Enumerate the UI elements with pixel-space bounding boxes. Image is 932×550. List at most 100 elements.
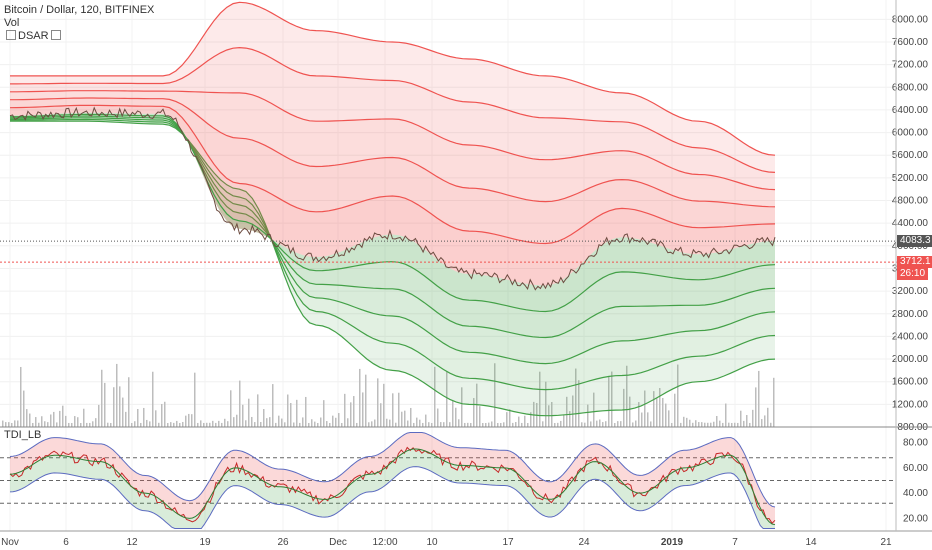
volume-bar [740, 410, 742, 427]
price-tick-label: 2000.00 [892, 354, 929, 365]
time-tick-label: 19 [199, 537, 211, 548]
volume-bar [620, 421, 622, 427]
volume-bar [278, 415, 280, 427]
volume-bar [512, 422, 514, 427]
volume-bar [509, 409, 511, 427]
volume-bar [65, 415, 67, 427]
main-legend: Bitcoin / Dollar, 120, BITFINEX Vol DSAR [4, 4, 154, 43]
volume-bar [731, 422, 733, 427]
volume-bar [728, 422, 730, 427]
tdi-upper-fill [10, 432, 775, 525]
volume-bar [674, 393, 676, 427]
volume-bar [143, 407, 145, 427]
volume-bar [293, 422, 295, 427]
volume-bar [500, 422, 502, 427]
lower-band-fill [10, 116, 775, 364]
volume-bar [611, 371, 613, 427]
main-grid [0, 0, 896, 531]
volume-bar [725, 403, 727, 427]
volume-bar [92, 421, 94, 427]
lower-band-fill [10, 112, 775, 312]
volume-bar [683, 416, 685, 427]
price-tick-label: 2800.00 [892, 309, 929, 320]
volume-bar [581, 422, 583, 427]
volume-bar [158, 422, 160, 427]
dsar-label-row[interactable]: DSAR [4, 30, 154, 43]
volume-bar [266, 418, 268, 427]
price-tick-label: 7600.00 [892, 37, 929, 48]
volume-bar [734, 422, 736, 427]
volume-bar [383, 383, 385, 427]
volume-bar [695, 420, 697, 427]
volume-bar [170, 422, 172, 427]
price-tick-label: 6800.00 [892, 82, 929, 93]
volume-bar [590, 421, 592, 427]
volume-bar [95, 418, 97, 427]
dsar-bands [9, 1, 776, 417]
tdi-signal-line [9, 448, 776, 526]
volume-bar [23, 390, 25, 427]
volume-bar [14, 420, 16, 427]
volume-bar [101, 369, 103, 427]
volume-bar [233, 417, 235, 427]
volume-bar [737, 422, 739, 427]
time-tick-label: 26 [277, 537, 289, 548]
volume-bar [764, 415, 766, 427]
volume-bar [11, 422, 13, 427]
volume-bar [422, 422, 424, 427]
volume-bar [605, 421, 607, 427]
settings-icon[interactable] [50, 30, 61, 40]
volume-bar [374, 419, 376, 427]
volume-bar [221, 422, 223, 427]
volume-bar [410, 407, 412, 427]
volume-bar [554, 422, 556, 427]
volume-bar [539, 371, 541, 427]
volume-bar [206, 422, 208, 427]
price-tick-label: 3200.00 [892, 286, 929, 297]
volume-bar [332, 415, 334, 427]
volume-bar [647, 412, 649, 427]
volume-bar [719, 420, 721, 427]
volume-bar [773, 377, 775, 427]
volume-bar [179, 422, 181, 427]
volume-bar [86, 422, 88, 427]
volume-bar [563, 415, 565, 427]
volume-bar [524, 415, 526, 427]
volume-bar [209, 422, 211, 427]
volume-label: Vol [4, 17, 20, 29]
volume-bar [440, 422, 442, 427]
volume-bar [116, 363, 118, 427]
volume-bar [521, 422, 523, 427]
volume-bar [35, 417, 37, 427]
volume-bar [371, 421, 373, 427]
volume-bar [263, 409, 265, 427]
lower-band-line [10, 115, 776, 339]
volume-bar [458, 419, 460, 427]
volume-bar [701, 422, 703, 427]
volume-bar [752, 409, 754, 427]
upper-band-fill [10, 98, 775, 244]
tdi-upper-band [9, 432, 776, 508]
volume-bar [119, 386, 121, 427]
lower-band-fill [10, 119, 775, 416]
volume-bar [560, 420, 562, 427]
volume-bar [128, 377, 130, 427]
volume-bar [608, 375, 610, 427]
volume-bar [317, 423, 319, 427]
volume-bar [599, 419, 601, 427]
volume-bar [713, 421, 715, 427]
time-tick-label: 6 [63, 537, 69, 548]
volume-bar [77, 417, 79, 427]
volume-bar [107, 422, 109, 427]
volume-bar [212, 420, 214, 427]
volume-bar [665, 403, 667, 427]
volume-bar [710, 422, 712, 427]
visibility-toggle-icon[interactable] [6, 30, 16, 40]
volume-bar [473, 398, 475, 427]
volume-bar [476, 383, 478, 427]
volume-bar [494, 363, 496, 427]
volume-bar [56, 422, 58, 427]
volume-bar [443, 422, 445, 427]
tdi-lower-band [9, 466, 775, 529]
price-tick-label: 6400.00 [892, 105, 929, 116]
